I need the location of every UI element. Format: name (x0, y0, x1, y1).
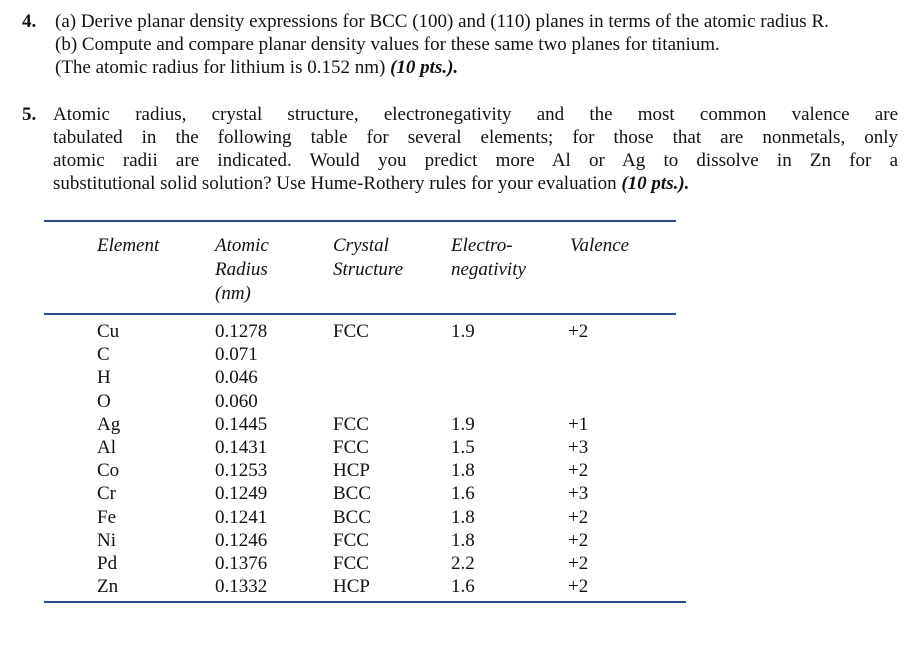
question-4-part-a: (a) Derive planar density expressions fo… (55, 11, 829, 32)
table-cell: 1.8 (451, 506, 475, 528)
table-cell: FCC (333, 552, 369, 574)
table-cell (568, 390, 588, 413)
table-cell: H (97, 367, 111, 389)
table-cell: FCC (333, 529, 369, 551)
table-cell: 1.8 (451, 529, 475, 551)
table-cell (451, 343, 475, 366)
table-cell: C (97, 344, 110, 366)
table-cell: 2.2 (451, 552, 475, 574)
table-cell: BCC (333, 506, 372, 528)
column-element: Cu C H O Ag Al Co Cr Fe Ni Pd Zn (97, 320, 120, 598)
table-cell: FCC (333, 436, 369, 458)
column-atomic-radius: 0.1278 0.071 0.046 0.060 0.1445 0.1431 0.1253 0… (215, 320, 267, 598)
table-cell (451, 366, 475, 389)
table-cell: 0.046 (215, 367, 258, 389)
table-cell: Co (97, 460, 120, 482)
question-5-points: (10 pts.). (621, 173, 690, 194)
table-cell: Cr (97, 483, 116, 505)
question-5-line-2: tabulated in the following table for sev… (53, 127, 898, 148)
question-5-line-3: atomic radii are indicated. Would you pr… (53, 150, 898, 171)
question-4-note-text: (The atomic radius for lithium is 0.152 … (55, 57, 386, 78)
question-4-points: (10 pts.). (390, 57, 459, 78)
table-cell: +2 (568, 529, 589, 551)
column-electronegativity: 1.9 1.9 1.5 1.8 1.6 1.8 1.8 2.2 1.6 (451, 320, 475, 598)
table-cell: 1.9 (451, 321, 475, 342)
table-cell: 1.9 (451, 413, 475, 435)
table-cell: 1.5 (451, 436, 475, 458)
header-atomic-radius: Atomic Radius (nm) (215, 235, 269, 304)
table-bottom-rule (44, 601, 686, 603)
question-4-note: (The atomic radius for lithium is 0.152 … (55, 56, 458, 79)
table-cell: HCP (333, 576, 370, 598)
table-cell (333, 390, 371, 413)
table-cell (333, 343, 371, 366)
table-cell: 0.1241 (215, 506, 268, 528)
table-cell: FCC (333, 413, 369, 435)
table-cell: Al (97, 436, 116, 458)
table-cell: +2 (568, 506, 589, 528)
table-cell (568, 343, 588, 366)
table-cell: Ni (97, 529, 116, 551)
header-element: Element (97, 235, 160, 256)
header-crystal-structure: Crystal Structure (333, 235, 404, 280)
table-cell: Ag (97, 413, 121, 435)
table-cell: 1.6 (451, 483, 475, 505)
table-cell: 0.1445 (215, 413, 268, 435)
table-cell: Pd (97, 552, 118, 574)
table-cell: +3 (568, 483, 589, 505)
header-valence: Valence (570, 235, 630, 256)
header-electronegativity: Electro- negativity (451, 235, 526, 280)
table-cell: 0.1278 (215, 321, 268, 342)
column-crystal-structure: FCC FCC FCC HCP BCC BCC FCC FCC HCP (333, 320, 371, 598)
table-cell: FCC (333, 321, 369, 342)
table-cell: 0.1431 (215, 436, 268, 458)
question-5-line-4: substitutional solid solution? Use Hume-… (53, 172, 689, 195)
table-cell: +2 (568, 576, 589, 598)
table-cell: +2 (568, 460, 589, 482)
table-cell (568, 366, 588, 389)
table-cell: 0.071 (215, 344, 258, 366)
table-cell: 0.1249 (215, 483, 268, 505)
table-cell: +2 (568, 552, 589, 574)
column-valence: +2 +1 +3 +2 +3 +2 +2 +2 +2 (568, 320, 588, 598)
question-5-number: 5. (22, 104, 37, 125)
table-cell: 0.1332 (215, 576, 268, 598)
table-cell: O (97, 390, 111, 412)
question-5-line-4-text: substitutional solid solution? Use Hume-… (53, 173, 617, 194)
table-cell: 0.1246 (215, 529, 268, 551)
table-cell: BCC (333, 483, 372, 505)
table-cell: +2 (568, 321, 589, 342)
table-cell: +1 (568, 413, 589, 435)
table-cell: 1.6 (451, 576, 475, 598)
table-header-rule (44, 313, 676, 315)
table-cell: Zn (97, 576, 119, 598)
table-cell: Cu (97, 321, 120, 342)
table-cell (333, 366, 371, 389)
table-top-rule (44, 220, 676, 222)
table-cell: Fe (97, 506, 116, 528)
table-cell: +3 (568, 436, 589, 458)
table-cell: 0.060 (215, 390, 258, 412)
question-5-line-1: Atomic radius, crystal structure, electr… (53, 104, 898, 125)
question-4-part-b: (b) Compute and compare planar density v… (55, 34, 720, 55)
table-cell (451, 390, 475, 413)
table-cell: 0.1253 (215, 460, 268, 482)
table-cell: HCP (333, 460, 370, 482)
table-cell: 1.8 (451, 460, 475, 482)
question-4-number: 4. (22, 11, 37, 32)
table-cell: 0.1376 (215, 552, 268, 574)
